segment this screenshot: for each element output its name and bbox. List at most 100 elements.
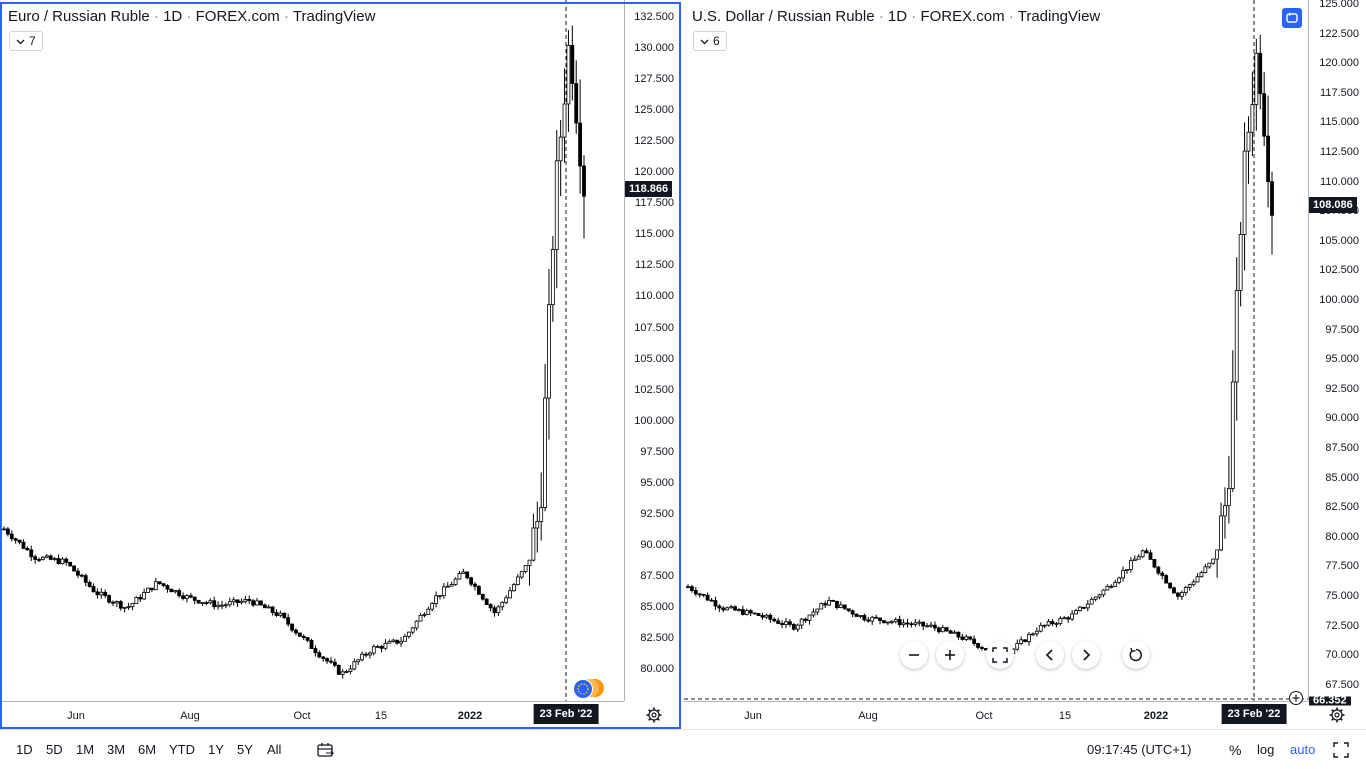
price-axis-eurrub[interactable]: 132.500 130.000 127.500 125.000 122.500 120.0… [624,0,682,701]
range-button-5y[interactable]: 5Y [237,742,253,757]
economic-event-icon[interactable] [573,679,593,699]
chevron-down-icon [700,39,709,44]
candle [508,586,512,599]
price-tick-label: 82.500 [640,632,674,644]
chart-pane-usdrub[interactable]: U.S. Dollar / Russian Ruble · 1D · FOREX… [684,0,1366,729]
range-button-1y[interactable]: 1Y [208,742,224,757]
candle [259,600,263,606]
candle [717,604,722,612]
time-axis-usdrub[interactable]: Jun Aug Oct 15 2022 [684,701,1308,728]
candle [1113,579,1118,587]
candle [744,608,749,616]
scroll-left-button[interactable] [1036,641,1064,669]
candle [64,557,69,566]
add-plus-icon[interactable] [1288,690,1304,706]
clock-timezone[interactable]: 09:17:45 (UTC+1) [1087,742,1192,757]
fullscreen-icon[interactable] [1333,742,1349,758]
range-button-all[interactable]: All [267,742,282,757]
candle [247,595,252,604]
candle [815,608,820,616]
candle [1105,584,1110,591]
fullscreen-icon [992,647,1008,663]
log-scale-toggle[interactable]: log [1257,742,1275,757]
candlestick-plot-eurrub[interactable] [0,0,624,701]
candle [1121,566,1125,582]
range-button-6m[interactable]: 6M [138,742,157,757]
candle [434,591,438,608]
candle [278,610,283,618]
candle [897,615,902,628]
candle [713,596,718,611]
zoom-in-button[interactable] [936,641,964,669]
reset-chart-button[interactable] [1122,641,1150,669]
candle [578,79,583,194]
candle [177,588,182,598]
candle [360,651,365,662]
range-button-1m[interactable]: 1M [76,742,95,757]
candle [150,587,154,593]
gear-icon[interactable] [1329,707,1345,723]
crosshair-date-label: 23 Feb '22 [533,704,599,724]
candle [352,658,357,671]
candle [204,600,209,606]
time-axis-eurrub[interactable]: Jun Aug Oct 15 2022 [0,701,624,728]
candle [972,635,977,646]
legend-symbol[interactable]: Euro / Russian Ruble [8,8,150,25]
candle [313,645,318,657]
price-tick-label: 87.500 [1325,442,1359,454]
candle [838,601,843,609]
candle [1132,555,1137,562]
candle [391,638,396,643]
chart-legend-eurrub[interactable]: Euro / Russian Ruble · 1D · FOREX.com · … [8,8,375,25]
candle [445,582,450,588]
legend-interval[interactable]: 1D [887,8,908,25]
candle [325,657,329,664]
indicators-toggle-button[interactable]: 7 [9,31,43,51]
range-button-5d[interactable]: 5D [46,742,63,757]
candle [52,556,57,561]
gear-icon[interactable] [646,707,662,723]
candle [1093,596,1098,602]
price-tick-label: 90.000 [640,538,674,551]
candle [968,636,973,641]
candle [885,621,890,626]
range-button-1d[interactable]: 1D [16,742,33,757]
candle [1270,171,1274,255]
candle [122,606,127,613]
legend-symbol[interactable]: U.S. Dollar / Russian Ruble [692,8,875,25]
zoom-out-button[interactable] [900,641,928,669]
candlestick-plot-usdrub[interactable] [684,0,1308,701]
chart-pane-eurrub[interactable]: Euro / Russian Ruble · 1D · FOREX.com · … [0,0,681,729]
price-axis-usdrub[interactable]: 125.000 122.500 120.000 117.500 115.000 112.5… [1308,0,1366,701]
candle [960,633,965,641]
candle [795,623,800,633]
price-tick-label: 125.000 [634,104,674,117]
range-button-3m[interactable]: 3M [107,742,126,757]
candle [216,601,220,610]
candle [235,599,240,608]
auto-scale-toggle[interactable]: auto [1290,742,1316,757]
candle [819,602,824,610]
candle [1125,569,1129,574]
candle [309,638,314,649]
bottom-toolbar: 1D 5D 1M 3M 6M YTD 1Y 5Y All 09:17:45 (UTC+1) % … [0,729,1366,769]
candle [574,60,579,134]
fit-screen-button[interactable] [986,641,1014,669]
candle [422,612,427,618]
candle [274,609,279,617]
indicators-toggle-button[interactable]: 6 [693,31,727,51]
indicators-count: 7 [29,34,36,48]
range-button-ytd[interactable]: YTD [169,742,195,757]
percent-scale-toggle[interactable]: % [1229,742,1242,758]
legend-interval[interactable]: 1D [163,8,183,25]
candle [956,631,961,640]
price-tick-label: 92.500 [640,507,674,520]
candle [414,620,419,631]
candle [1038,622,1043,633]
go-to-date-icon[interactable] [317,742,335,758]
candle [582,155,586,239]
candle [95,588,100,599]
chart-legend-usdrub[interactable]: U.S. Dollar / Russian Ruble · 1D · FOREX… [692,8,1100,25]
sync-toggle-button[interactable] [1282,8,1302,28]
scroll-right-button[interactable] [1072,641,1100,669]
